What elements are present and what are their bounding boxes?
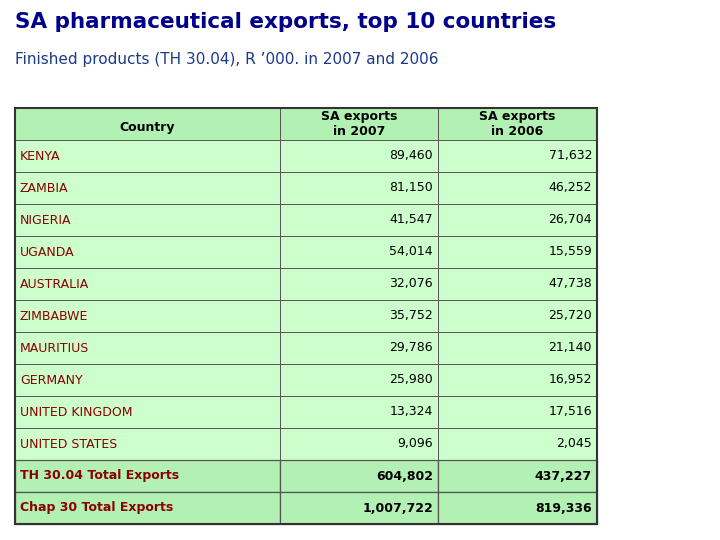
Bar [438,364,597,396]
Text: MAURITIUS: MAURITIUS [20,341,89,354]
Bar [280,268,438,300]
Bar [15,492,280,524]
Bar [15,364,280,396]
Text: 54,014: 54,014 [390,246,433,259]
Bar [438,204,597,236]
Bar [438,396,597,428]
Text: 13,324: 13,324 [390,406,433,419]
Bar [280,172,438,204]
Bar [15,108,280,140]
Text: 9,096: 9,096 [397,437,433,450]
Bar [280,364,438,396]
Text: 81,150: 81,150 [390,181,433,194]
Text: 29,786: 29,786 [390,341,433,354]
Bar [280,204,438,236]
Text: UNITED KINGDOM: UNITED KINGDOM [20,406,132,419]
Bar [438,428,597,460]
Bar [280,236,438,268]
Text: SA exports
in 2007: SA exports in 2007 [321,110,397,138]
Text: 46,252: 46,252 [549,181,592,194]
Bar [280,140,438,172]
Text: UGANDA: UGANDA [20,246,75,259]
Bar [15,396,280,428]
Bar [15,428,280,460]
Text: UNITED STATES: UNITED STATES [20,437,117,450]
Bar [15,460,280,492]
Text: 25,980: 25,980 [390,374,433,387]
Text: 25,720: 25,720 [548,309,592,322]
Text: NIGERIA: NIGERIA [20,213,71,226]
Bar [15,236,280,268]
Text: 15,559: 15,559 [548,246,592,259]
Bar [15,172,280,204]
Text: ZIMBABWE: ZIMBABWE [20,309,89,322]
Bar [438,268,597,300]
Text: AUSTRALIA: AUSTRALIA [20,278,89,291]
Bar [438,492,597,524]
Bar [280,396,438,428]
Bar [280,332,438,364]
Text: Country: Country [120,121,175,134]
Text: 71,632: 71,632 [549,150,592,163]
Text: 32,076: 32,076 [390,278,433,291]
Text: 604,802: 604,802 [376,469,433,483]
Text: ZAMBIA: ZAMBIA [20,181,68,194]
Text: 819,336: 819,336 [536,502,592,515]
Bar [15,108,597,524]
Bar [15,332,280,364]
Bar [438,332,597,364]
Bar [15,204,280,236]
Text: GERMANY: GERMANY [20,374,83,387]
Text: 1,007,722: 1,007,722 [362,502,433,515]
Bar [438,140,597,172]
Text: 47,738: 47,738 [548,278,592,291]
Text: 16,952: 16,952 [549,374,592,387]
Text: SA pharmaceutical exports, top 10 countries: SA pharmaceutical exports, top 10 countr… [15,12,557,32]
Bar [438,460,597,492]
Bar [280,492,438,524]
Bar [15,300,280,332]
Bar [438,236,597,268]
Text: 35,752: 35,752 [390,309,433,322]
Bar [438,172,597,204]
Bar [438,300,597,332]
Text: 437,227: 437,227 [535,469,592,483]
Text: KENYA: KENYA [20,150,60,163]
Bar [280,428,438,460]
Text: SA exports
in 2006: SA exports in 2006 [480,110,556,138]
Text: 21,140: 21,140 [549,341,592,354]
Text: 89,460: 89,460 [390,150,433,163]
Bar [15,140,280,172]
Bar [438,108,597,140]
Bar [280,460,438,492]
Bar [280,108,438,140]
Text: 26,704: 26,704 [549,213,592,226]
Text: 17,516: 17,516 [549,406,592,419]
Text: Chap 30 Total Exports: Chap 30 Total Exports [20,502,174,515]
Text: 41,547: 41,547 [390,213,433,226]
Text: Finished products (TH 30.04), R ’000. in 2007 and 2006: Finished products (TH 30.04), R ’000. in… [15,52,438,67]
Bar [280,300,438,332]
Text: 2,045: 2,045 [557,437,592,450]
Text: TH 30.04 Total Exports: TH 30.04 Total Exports [20,469,179,483]
Bar [15,268,280,300]
